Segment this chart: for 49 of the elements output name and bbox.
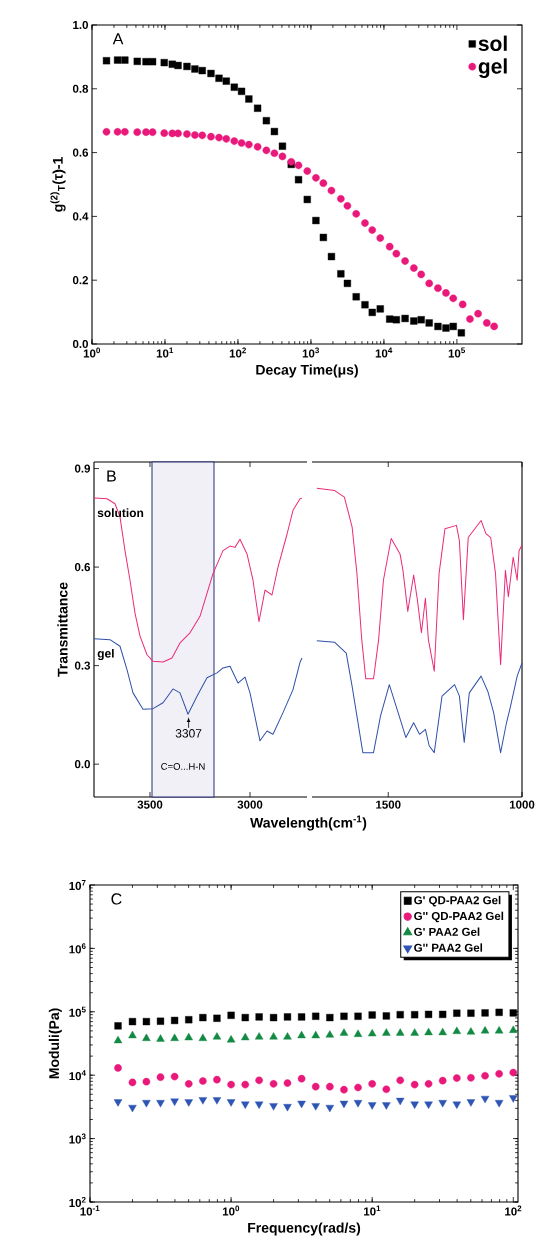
y-tick-label: 0.2	[72, 276, 88, 285]
y-tick-label: 0.0	[72, 339, 88, 349]
y-axis-title: Transmittance	[57, 582, 68, 677]
x-tick-label: 3000	[237, 800, 263, 809]
y-tick-label: 0.0	[74, 760, 90, 769]
y-tick-label: 10$^{2}$	[69, 1196, 86, 1208]
x-axis-title: Decay Time(μs)	[256, 364, 358, 378]
x-tick-label: 10$^{-1}$	[80, 1205, 100, 1216]
x-tick-label: 10$^{4}$	[375, 347, 393, 358]
y-tick-label: 0.6	[72, 148, 89, 157]
x-axis-title: Wavelength(cm$^{-1}$)	[250, 815, 367, 831]
legend-label: gel	[478, 58, 507, 78]
y-axis-title: g$^{(2)}$$_{T}$(τ)-1	[50, 157, 66, 212]
legend-label: G' PAA2 Gel	[414, 927, 480, 936]
x-tick-label: 10$^{1}$	[364, 1205, 381, 1216]
annotation: 3307	[175, 729, 202, 738]
x-tick-label: 10$^{5}$	[448, 347, 466, 358]
y-tick-label: 10$^{6}$	[69, 943, 86, 954]
x-tick-label: 10$^{2}$	[505, 1205, 522, 1216]
annotation: A	[112, 33, 124, 45]
series-label: gel	[97, 648, 114, 661]
y-tick-label: 0.6	[74, 563, 91, 572]
legend-label: G' QD-PAA2 Gel	[414, 895, 501, 907]
x-tick-label: 1500	[376, 800, 401, 809]
x-tick-label: 3500	[137, 800, 163, 809]
y-tick-label: 1.0	[73, 20, 88, 30]
x-tick-label: 10$^{3}$	[302, 347, 320, 358]
annotation: B	[107, 470, 116, 482]
x-axis-title: Frequency(rad/s)	[248, 1222, 361, 1236]
y-tick-label: 0.4	[72, 212, 89, 221]
y-tick-label: 0.8	[72, 84, 89, 93]
x-tick-label: 10$^{1}$	[156, 347, 174, 358]
x-tick-label: 10$^{0}$	[83, 347, 101, 358]
y-tick-label: 10$^{3}$	[69, 1133, 86, 1144]
x-tick-label: 10$^{2}$	[229, 347, 247, 358]
y-tick-label: 10$^{7}$	[69, 879, 86, 890]
y-tick-label: 10$^{4}$	[69, 1070, 86, 1081]
band-label: C=O...H-N	[161, 763, 205, 770]
x-tick-label: 1000	[509, 800, 535, 809]
x-tick-label: 10$^{0}$	[222, 1205, 240, 1216]
legend-label: G'' PAA2 Gel	[414, 943, 483, 952]
legend-label: G'' QD-PAA2 Gel	[414, 911, 504, 923]
y-tick-label: 10$^{5}$	[69, 1006, 86, 1017]
legend-label: sol	[478, 35, 507, 51]
y-tick-label: 0.9	[74, 464, 91, 473]
annotation: C	[111, 893, 122, 905]
y-axis-title: Moduli(Pa)	[48, 1008, 62, 1079]
series-label: solution	[97, 508, 144, 518]
y-tick-label: 0.3	[74, 661, 91, 670]
